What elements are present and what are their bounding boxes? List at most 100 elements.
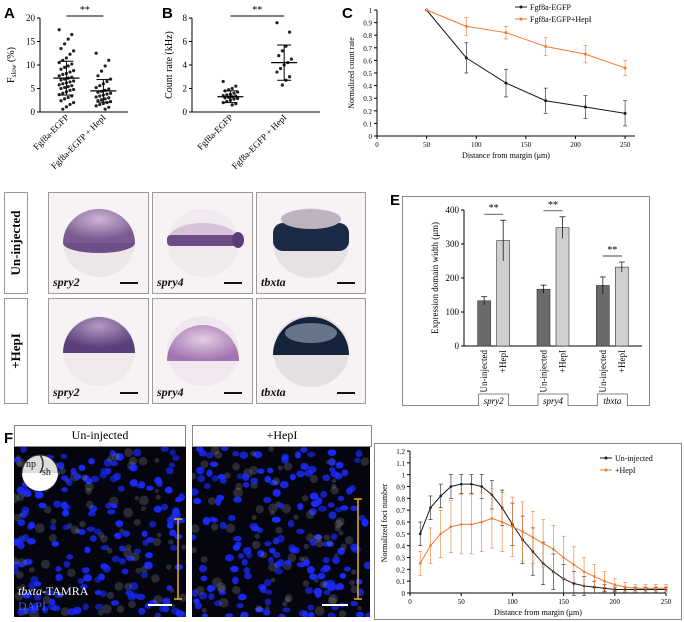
mrna-signal [14,557,19,566]
nucleus [153,505,162,513]
nucleus [129,582,139,591]
mrna-signal [357,605,362,611]
y-tick-label: 0 [31,107,36,117]
nucleus [196,447,204,453]
nucleus [115,453,124,461]
mrna-signal [85,487,92,495]
mrna-signal [212,577,222,587]
y-axis-label: Normalized foci number [380,483,389,562]
nucleus [141,530,148,537]
mrna-signal [330,486,339,495]
nucleus [24,558,33,565]
mrna-signal [200,556,208,563]
nucleus [242,481,250,488]
mrna-signal [192,547,197,554]
gene-label: spry4 [543,396,563,406]
mrna-signal [153,594,163,605]
gene-box [478,393,510,406]
nucleus [328,511,337,520]
data-point [504,31,508,35]
data-point [280,49,284,53]
nucleus [208,593,215,600]
nucleus [166,585,173,591]
data-point [541,542,545,545]
data-point [480,520,483,524]
nucleus [14,457,21,463]
nucleus [192,488,199,496]
mrna-signal [106,591,115,600]
mrna-signal [181,544,186,550]
y-tick-label: 200 [446,273,460,283]
nucleus [136,593,146,601]
nucleus [327,612,336,617]
mrna-signal [344,536,354,545]
embryo-image: tbxta [256,298,366,404]
data-point [418,532,422,536]
mrna-signal [42,595,51,604]
data-point [68,88,72,92]
series-line [426,9,626,114]
y-tick-label: 400 [446,205,460,215]
nucleus [145,561,153,570]
nucleus [28,581,36,590]
nucleus [236,602,244,609]
scale-bar [337,392,355,394]
nucleus [269,480,278,486]
x-tick-label: 200 [570,141,581,149]
mrna-signal [152,537,162,546]
mrna-signal [302,580,310,587]
nucleus [241,558,248,566]
nucleus [264,579,272,587]
y-tick-label: 15 [26,37,36,47]
mrna-signal [293,514,299,520]
mrna-signal [155,494,161,500]
nucleus [60,453,68,459]
mrna-signal [100,535,108,543]
mrna-signal [114,581,124,591]
data-point [66,95,70,100]
nucleus [132,448,142,457]
mrna-signal [326,539,334,547]
nucleus [103,458,112,467]
nucleus [86,526,96,532]
mrna-signal [235,482,243,491]
embryo-inset-icon: np sh [20,453,60,493]
mrna-signal [313,534,322,543]
embryo-image: spry4 [152,298,253,404]
nucleus [162,597,171,606]
nucleus [164,486,173,494]
scale-bar [337,282,355,284]
nucleus [17,519,26,527]
data-point [459,482,463,486]
mrna-signal [130,552,140,562]
mrna-signal [315,539,324,548]
data-point [449,485,453,488]
mrna-signal [43,505,52,514]
mrna-signal [139,495,149,506]
significance-label: ** [607,245,617,256]
data-point [644,586,647,590]
nucleus [66,478,73,487]
y-tick-label: 300 [446,239,460,249]
scale-bar [224,282,242,284]
data-point [232,97,236,101]
y-tick-label: 1 [369,7,373,15]
x-tick-label: 50 [423,141,431,149]
nucleus [211,475,219,482]
data-point [96,90,100,94]
y-tick-label: 0.1 [363,120,372,128]
mrna-signal [214,451,223,459]
data-point [623,585,627,589]
nucleus [264,541,272,547]
nucleus [300,447,308,453]
data-point [59,46,63,51]
nucleus [111,555,120,563]
data-point [221,101,225,105]
nucleus [117,485,125,492]
mrna-signal [281,504,292,514]
nucleus [277,534,285,543]
nucleus [355,449,363,458]
data-point [101,101,105,106]
y-tick-label: 0.7 [363,45,372,53]
data-point [61,107,65,111]
